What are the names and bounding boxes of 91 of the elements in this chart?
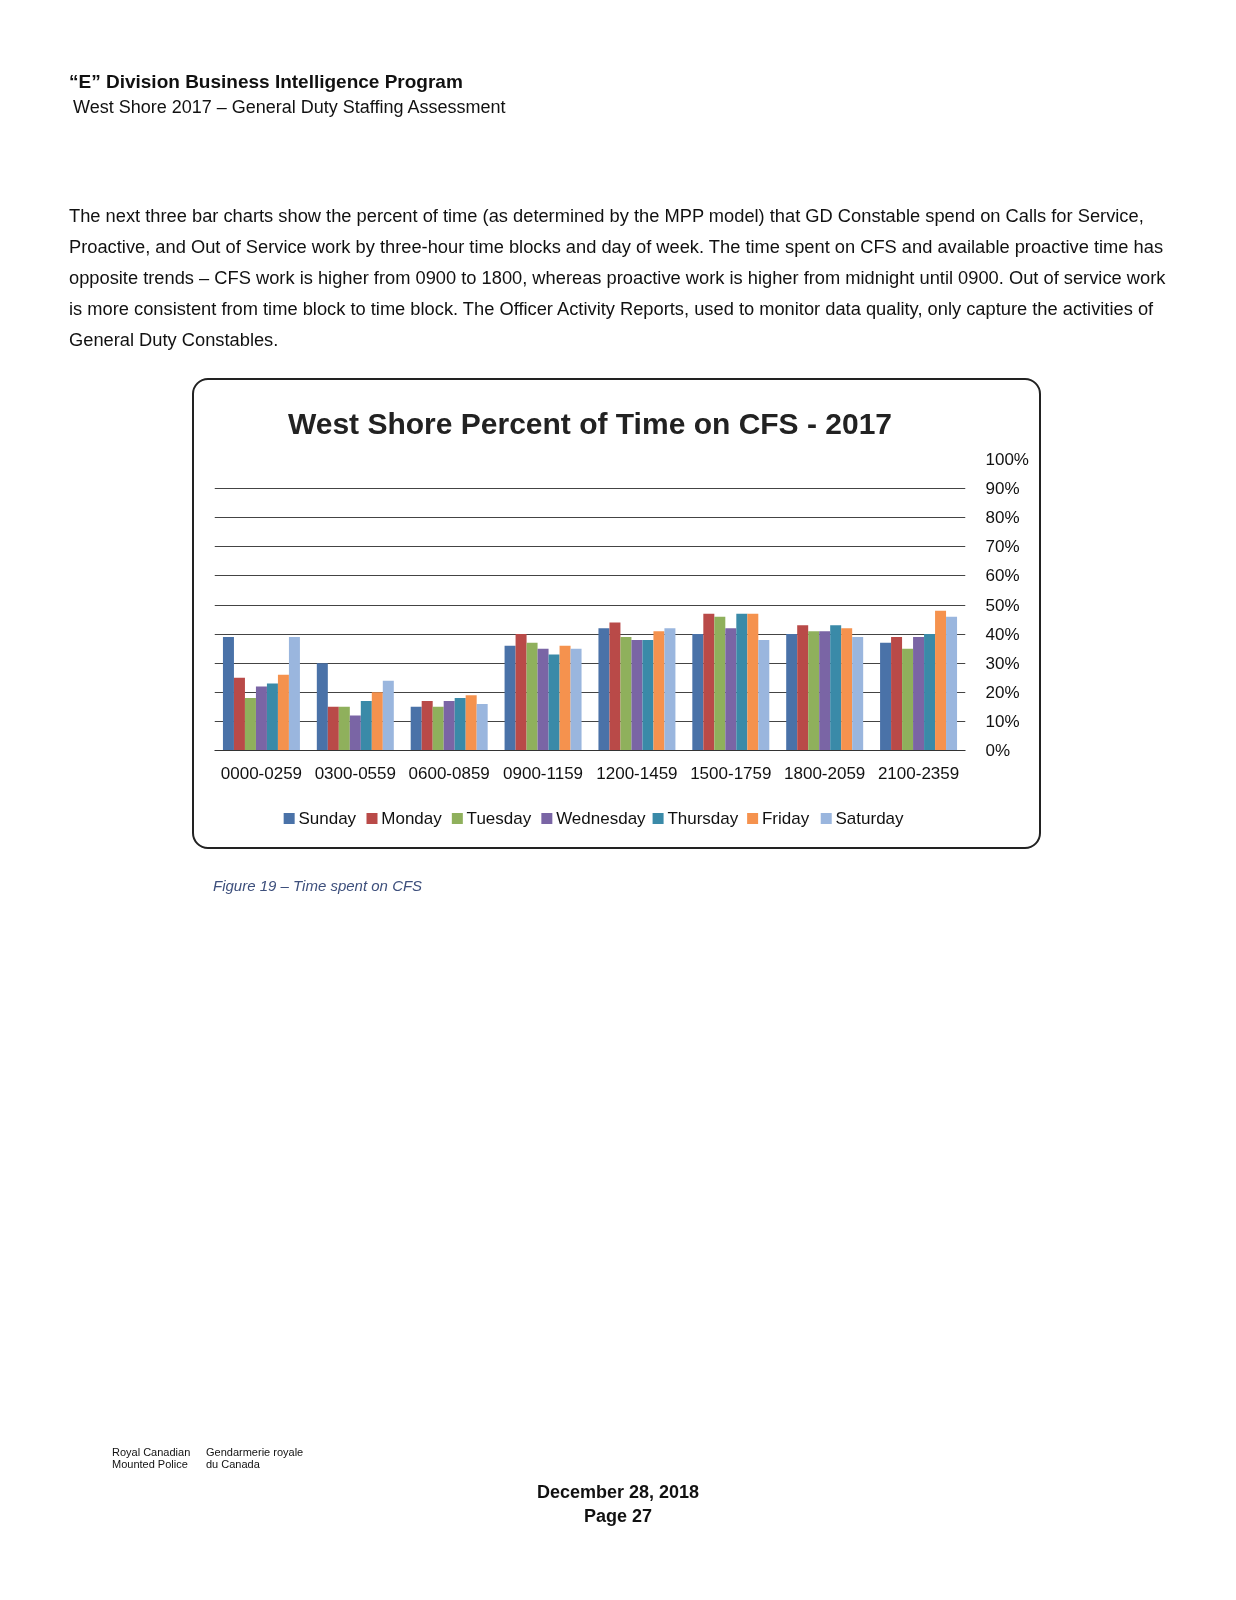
bar [465,695,477,751]
bar [537,648,549,751]
bar [526,642,538,751]
bar [902,648,914,751]
bar [758,639,770,751]
legend-label: Friday [761,809,810,828]
legend-label: Wednesday [556,809,647,828]
bar [559,645,571,751]
bar [819,631,831,751]
bar [233,677,245,751]
bar [515,634,527,751]
bar [598,628,610,751]
bar [935,610,947,751]
y-tick-label: 0% [985,741,1011,760]
bar [808,631,820,751]
bar [570,648,582,751]
y-tick-label: 100% [985,450,1029,469]
y-tick-label: 10% [985,711,1020,731]
y-tick-label: 70% [985,537,1020,557]
bar [692,634,704,751]
legend-label: Tuesday [466,809,532,828]
legend-label: Monday [381,809,443,828]
text: “E” Division Business Intelligence Program [69,70,464,94]
bar [371,692,383,751]
x-tick-label: 1500-1759 [690,763,772,783]
legend-label: Sunday [298,809,357,828]
bar [327,706,339,751]
bar [946,616,958,751]
x-tick-label: 1800-2059 [784,763,866,783]
bar [725,628,737,751]
bar [443,701,455,751]
text: December 28, 2018 [535,1481,701,1504]
x-tick-label: 1200-1459 [596,763,678,783]
bar [631,639,643,751]
bar [924,634,936,751]
x-tick-label: 0000-0259 [220,763,303,783]
bar [747,613,759,751]
x-tick-label: 0600-0859 [408,763,490,783]
bar [244,698,256,751]
bar [454,698,466,751]
bar [338,706,350,751]
bar [852,637,864,751]
bar [266,683,278,751]
bar [316,663,328,751]
bar [288,637,300,751]
bar [476,703,488,751]
bar [222,637,234,751]
y-tick-label: 60% [985,566,1020,586]
bar [797,625,809,751]
bar [830,625,842,751]
x-tick-label: 2100-2359 [877,763,960,783]
bar [653,631,665,751]
bar [277,674,289,751]
y-tick-label: 90% [985,479,1020,499]
text: The next three bar charts show the percent of time (as determined by the MPP model) that GD Constable spend on Calls for Service, Proactive, and Out of Service work by three-hour time blocks and day of week. The time spent on CFS and available proactive time has opposite trends – CFS work is higher from 0900 to 1800, whereas proactive work is higher from midnight until 0900. Out of service work is more consistent from time block to time block. The Officer Activity Reports, used to monitor data quality, only capture the activities of General Duty Constables. [69,204,1167,352]
bar [714,616,726,751]
chart-title: West Shore Percent of Time on CFS - 2017 [287,406,893,440]
bar [891,637,903,751]
y-tick-label: 50% [985,595,1020,615]
y-tick-label: 80% [985,508,1020,528]
bar [504,645,516,751]
bar [255,686,267,751]
legend-label: Thursday [667,809,739,828]
x-tick-label: 0900-1159 [503,763,584,783]
bar [382,680,394,751]
bar [548,654,560,751]
text: West Shore 2017 – General Duty Staffing Assessment [73,96,507,119]
caption: Figure 19 – Time spent on CFS [213,876,424,896]
bar [786,634,798,751]
y-tick-label: 40% [985,624,1020,644]
bar [736,613,748,751]
bar [664,628,676,751]
y-tick-label: 30% [985,653,1020,673]
y-tick-label: 20% [985,682,1020,702]
bar [880,642,892,751]
bar [349,715,361,751]
bar [410,706,422,751]
bar [360,701,372,751]
text: Page 27 [582,1505,653,1528]
x-tick-label: 0300-0559 [314,763,396,783]
bar [841,628,853,751]
bar [432,706,444,751]
bar [703,613,715,751]
bar [620,637,632,751]
bar [609,622,621,751]
text: Gendarmerie royale du Canada [206,1446,305,1470]
text: Royal Canadian Mounted Police [112,1446,192,1470]
bar [642,639,654,751]
bar [913,637,925,751]
bar [421,701,433,751]
legend-label: Saturday [835,809,905,828]
